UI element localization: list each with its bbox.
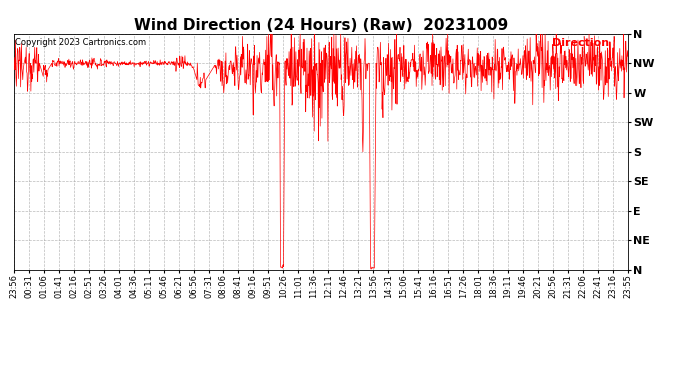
Title: Wind Direction (24 Hours) (Raw)  20231009: Wind Direction (24 Hours) (Raw) 20231009 — [134, 18, 508, 33]
Text: Copyright 2023 Cartronics.com: Copyright 2023 Cartronics.com — [15, 39, 146, 48]
Text: Direction: Direction — [553, 39, 609, 48]
